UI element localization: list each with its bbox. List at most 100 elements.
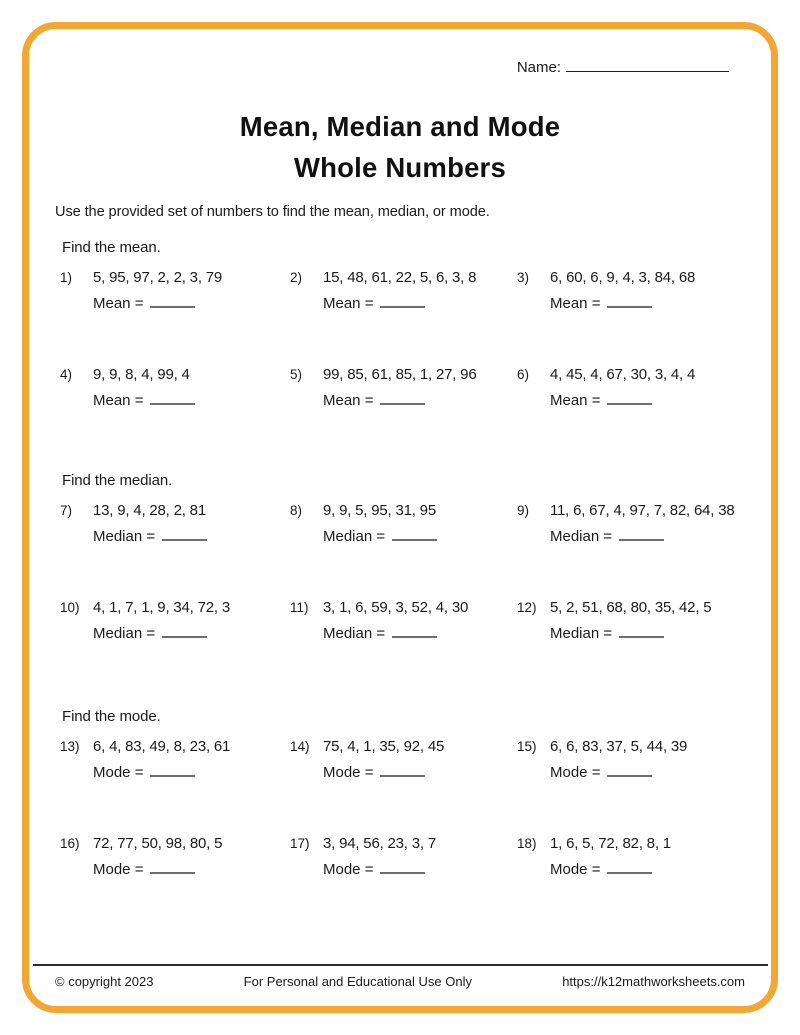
answer-blank-line <box>380 764 426 777</box>
problem-number: 14) <box>290 739 310 754</box>
answer-label: Mean = <box>550 392 601 409</box>
problem-12: 12) 5, 2, 51, 68, 80, 35, 42, 5 Median = <box>517 598 745 643</box>
problem-3: 3) 6, 60, 6, 9, 4, 3, 84, 68 Mean = <box>517 268 745 313</box>
answer-label: Median = <box>550 625 613 642</box>
answer-blank-line <box>607 764 653 777</box>
problem-grid-mode: 13) 6, 4, 83, 49, 8, 23, 61 Mode = 14) 7… <box>60 737 745 879</box>
problem-grid-median: 7) 13, 9, 4, 28, 2, 81 Median = 8) 9, 9,… <box>60 501 745 643</box>
problem-grid-mean: 1) 5, 95, 97, 2, 2, 3, 79 Mean = 2) 15, … <box>60 268 745 410</box>
number-set: 11, 6, 67, 4, 97, 7, 82, 64, 38 <box>550 502 735 519</box>
worksheet-content: Name: Mean, Median and Mode Whole Number… <box>55 58 745 879</box>
answer-blank-line <box>150 764 196 777</box>
answer-row: Median = <box>550 624 711 643</box>
answer-row: Mode = <box>323 860 436 879</box>
number-set: 5, 2, 51, 68, 80, 35, 42, 5 <box>550 599 712 616</box>
problem-number: 7) <box>60 503 73 518</box>
answer-blank-line <box>607 861 653 874</box>
answer-label: Mode = <box>93 861 144 878</box>
problem-number: 3) <box>517 270 530 285</box>
problem-number: 8) <box>290 503 303 518</box>
answer-row: Median = <box>550 527 735 546</box>
problem-5: 5) 99, 85, 61, 85, 1, 27, 96 Mean = <box>290 365 517 410</box>
answer-label: Mode = <box>550 764 601 781</box>
answer-blank-line <box>392 625 438 638</box>
answer-blank-line <box>380 392 426 405</box>
number-set: 9, 9, 8, 4, 99, 4 <box>93 366 190 383</box>
answer-label: Mean = <box>93 392 144 409</box>
problem-16: 16) 72, 77, 50, 98, 80, 5 Mode = <box>60 834 290 879</box>
number-set: 1, 6, 5, 72, 82, 8, 1 <box>550 835 671 852</box>
answer-label: Mean = <box>323 392 374 409</box>
number-set: 99, 85, 61, 85, 1, 27, 96 <box>323 366 477 383</box>
problem-number: 17) <box>290 836 310 851</box>
section-heading-median: Find the median. <box>62 472 173 489</box>
page-title: Mean, Median and Mode Whole Numbers <box>55 106 745 188</box>
name-label: Name: <box>516 59 561 76</box>
answer-row: Mode = <box>323 763 444 782</box>
problem-2: 2) 15, 48, 61, 22, 5, 6, 3, 8 Mean = <box>290 268 517 313</box>
answer-row: Mode = <box>550 860 671 879</box>
answer-row: Mean = <box>93 391 196 410</box>
answer-blank-line <box>150 392 196 405</box>
problem-11: 11) 3, 1, 6, 59, 3, 52, 4, 30 Median = <box>290 598 517 643</box>
answer-blank-line <box>162 528 208 541</box>
answer-label: Mode = <box>323 764 374 781</box>
answer-row: Mean = <box>550 294 695 313</box>
answer-row: Median = <box>93 527 208 546</box>
number-set: 6, 60, 6, 9, 4, 3, 84, 68 <box>550 269 696 286</box>
answer-blank-line <box>150 295 196 308</box>
problem-9: 9) 11, 6, 67, 4, 97, 7, 82, 64, 38 Media… <box>517 501 745 546</box>
problem-number: 2) <box>290 270 303 285</box>
problem-15: 15) 6, 6, 83, 37, 5, 44, 39 Mode = <box>517 737 745 782</box>
answer-row: Median = <box>93 624 230 643</box>
answer-blank-line <box>150 861 196 874</box>
problem-number: 4) <box>60 367 73 382</box>
problem-18: 18) 1, 6, 5, 72, 82, 8, 1 Mode = <box>517 834 745 879</box>
answer-label: Median = <box>93 625 156 642</box>
problem-number: 1) <box>60 270 73 285</box>
problem-8: 8) 9, 9, 5, 95, 31, 95 Median = <box>290 501 517 546</box>
footer-url: https://k12mathworksheets.com <box>562 974 745 989</box>
number-set: 75, 4, 1, 35, 92, 45 <box>323 738 445 755</box>
problem-4: 4) 9, 9, 8, 4, 99, 4 Mean = <box>60 365 290 410</box>
answer-row: Median = <box>323 624 468 643</box>
footer-copyright: © copyright 2023 <box>55 974 154 989</box>
problem-1: 1) 5, 95, 97, 2, 2, 3, 79 Mean = <box>60 268 290 313</box>
problem-10: 10) 4, 1, 7, 1, 9, 34, 72, 3 Median = <box>60 598 290 643</box>
page-footer: © copyright 2023 For Personal and Educat… <box>33 964 768 989</box>
section-heading-mean: Find the mean. <box>62 239 161 256</box>
answer-blank-line <box>619 528 665 541</box>
number-set: 72, 77, 50, 98, 80, 5 <box>93 835 223 852</box>
answer-blank-line <box>607 392 653 405</box>
answer-blank-line <box>162 625 208 638</box>
answer-row: Mean = <box>93 294 222 313</box>
number-set: 6, 6, 83, 37, 5, 44, 39 <box>550 738 688 755</box>
answer-blank-line <box>392 528 438 541</box>
answer-row: Mean = <box>323 391 476 410</box>
answer-blank-line <box>619 625 665 638</box>
problem-7: 7) 13, 9, 4, 28, 2, 81 Median = <box>60 501 290 546</box>
answer-row: Median = <box>323 527 438 546</box>
answer-blank-line <box>380 295 426 308</box>
problem-number: 11) <box>290 600 309 615</box>
answer-row: Mode = <box>93 860 222 879</box>
problem-number: 18) <box>517 836 537 851</box>
name-row: Name: <box>55 58 745 77</box>
problem-number: 12) <box>517 600 537 615</box>
number-set: 4, 45, 4, 67, 30, 3, 4, 4 <box>550 366 696 383</box>
number-set: 5, 95, 97, 2, 2, 3, 79 <box>93 269 223 286</box>
answer-label: Mean = <box>93 295 144 312</box>
answer-label: Mean = <box>323 295 374 312</box>
answer-label: Mode = <box>93 764 144 781</box>
name-blank-line <box>566 58 729 72</box>
number-set: 3, 94, 56, 23, 3, 7 <box>323 835 436 852</box>
answer-label: Median = <box>323 625 386 642</box>
problem-13: 13) 6, 4, 83, 49, 8, 23, 61 Mode = <box>60 737 290 782</box>
answer-label: Mean = <box>550 295 601 312</box>
problem-number: 10) <box>60 600 80 615</box>
number-set: 15, 48, 61, 22, 5, 6, 3, 8 <box>323 269 477 286</box>
answer-label: Median = <box>93 528 156 545</box>
answer-row: Mode = <box>93 763 230 782</box>
problem-14: 14) 75, 4, 1, 35, 92, 45 Mode = <box>290 737 517 782</box>
title-line-2: Whole Numbers <box>294 152 506 183</box>
